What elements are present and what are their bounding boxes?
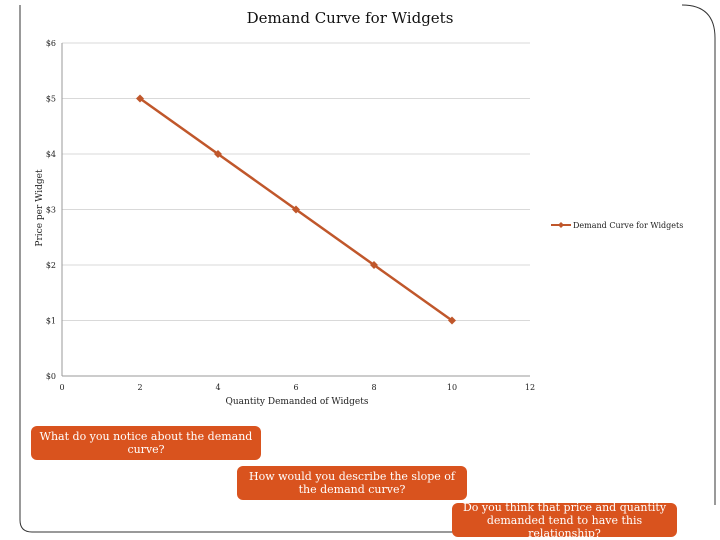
y-tick-label: $6 [46, 39, 56, 48]
x-tick-label: 10 [447, 383, 457, 392]
callout-slope-question: How would you describe the slope of the … [237, 466, 467, 500]
y-tick-label: $2 [46, 261, 56, 270]
data-point-marker [292, 205, 300, 214]
y-tick-label: $0 [46, 372, 56, 381]
y-axis-title: Price per Widget [35, 169, 45, 247]
x-tick-label: 4 [215, 383, 220, 392]
x-tick-label: 8 [371, 383, 376, 392]
legend-label: Demand Curve for Widgets [573, 221, 683, 230]
series-layer [136, 94, 456, 325]
gridlines [62, 42, 530, 321]
tick-labels: $0 $1 $2 $3 $4 $5 $6 0 2 4 6 8 10 12 [46, 39, 535, 392]
x-tick-label: 0 [59, 383, 64, 392]
y-tick-label: $3 [46, 206, 56, 215]
y-tick-label: $4 [46, 150, 56, 159]
axes [61, 43, 530, 377]
legend-swatch-marker [558, 222, 564, 228]
data-point-marker [448, 316, 456, 325]
x-tick-label: 6 [293, 383, 298, 392]
y-tick-label: $1 [46, 317, 56, 326]
callout-text: Do you think that price and quantity dem… [462, 500, 667, 540]
chart-title: Demand Curve for Widgets [247, 9, 454, 27]
data-point-marker [136, 94, 144, 103]
x-tick-label: 2 [137, 383, 142, 392]
callout-notice-demand-curve: What do you notice about the demand curv… [31, 426, 261, 460]
data-point-marker [214, 150, 222, 158]
callout-text: What do you notice about the demand curv… [39, 430, 253, 456]
legend: Demand Curve for Widgets [551, 221, 683, 230]
callout-text: How would you describe the slope of the … [249, 470, 455, 496]
x-tick-label: 12 [525, 383, 535, 392]
slide-frame [19, 4, 716, 533]
data-point-marker [370, 261, 378, 269]
x-axis-title: Quantity Demanded of Widgets [225, 397, 368, 407]
y-tick-label: $5 [46, 95, 56, 104]
callout-relationship-question: Do you think that price and quantity dem… [452, 500, 677, 540]
